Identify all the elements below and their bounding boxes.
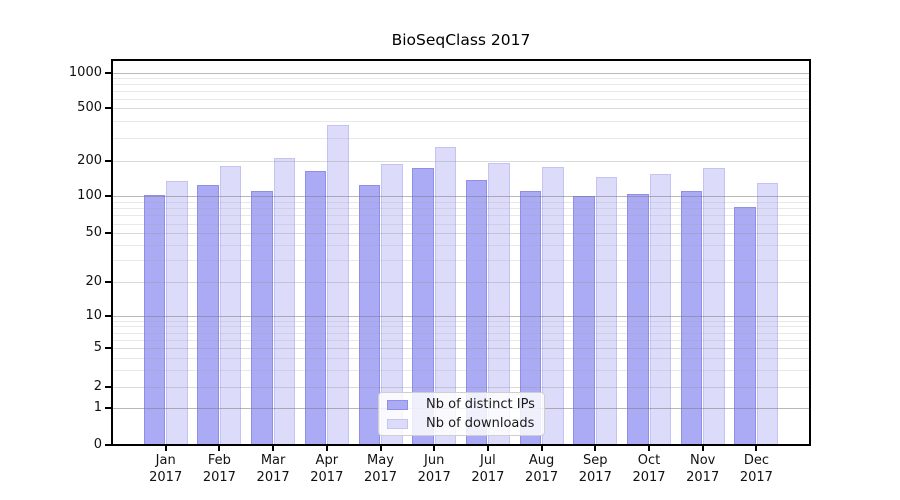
y-tick-label-1: 1 (93, 400, 102, 416)
x-tick-label-jan: Jan 2017 (149, 453, 183, 485)
x-tick-sep (594, 446, 597, 451)
x-tick-aug (540, 446, 543, 451)
plot-frame (111, 59, 811, 446)
legend-label-downloads: Nb of downloads (426, 416, 535, 431)
x-tick-may (379, 446, 382, 451)
legend-row-distinct-ips: Nb of distinct IPs (387, 397, 544, 412)
x-tick-oct (648, 446, 650, 451)
x-tick-jan (164, 446, 167, 451)
y-tick-label-100: 100 (77, 188, 102, 204)
y-tick-label-2: 2 (93, 378, 102, 394)
y-tick-label-10: 10 (85, 308, 102, 323)
chart-title: BioSeqClass 2017 (391, 31, 531, 49)
x-tick-label-jun: Jun 2017 (417, 453, 451, 485)
y-tick-label-0: 0 (93, 436, 102, 452)
x-tick-label-jul: Jul 2017 (471, 453, 505, 485)
x-tick-feb (218, 446, 221, 451)
x-tick-label-oct: Oct 2017 (632, 453, 666, 485)
x-tick-mar (272, 446, 275, 451)
x-tick-label-nov: Nov 2017 (686, 453, 720, 485)
y-tick-label-20: 20 (85, 273, 102, 289)
x-tick-nov (701, 446, 704, 451)
y-tick-label-200: 200 (77, 153, 102, 168)
y-tick-label-500: 500 (77, 100, 102, 116)
legend: Nb of distinct IPs Nb of downloads (378, 392, 545, 436)
x-tick-dec (755, 446, 758, 451)
x-tick-label-aug: Aug 2017 (525, 453, 559, 485)
legend-label-distinct-ips: Nb of distinct IPs (426, 397, 535, 412)
x-tick-label-sep: Sep 2017 (578, 453, 612, 485)
x-tick-jul (486, 446, 489, 451)
x-tick-label-mar: Mar 2017 (256, 453, 290, 485)
y-tick-label-50: 50 (85, 225, 102, 241)
legend-swatch-distinct-ips (387, 399, 408, 410)
x-tick-label-feb: Feb 2017 (202, 453, 236, 485)
legend-swatch-downloads (387, 418, 408, 429)
y-tick-label-5: 5 (93, 340, 102, 356)
legend-row-downloads: Nb of downloads (387, 416, 544, 431)
x-tick-label-dec: Dec 2017 (739, 453, 773, 485)
x-tick-apr (325, 446, 328, 451)
x-tick-jun (433, 446, 436, 451)
y-tick-label-1000: 1000 (68, 65, 102, 80)
x-tick-label-may: May 2017 (363, 453, 398, 485)
x-tick-label-apr: Apr 2017 (310, 453, 344, 485)
